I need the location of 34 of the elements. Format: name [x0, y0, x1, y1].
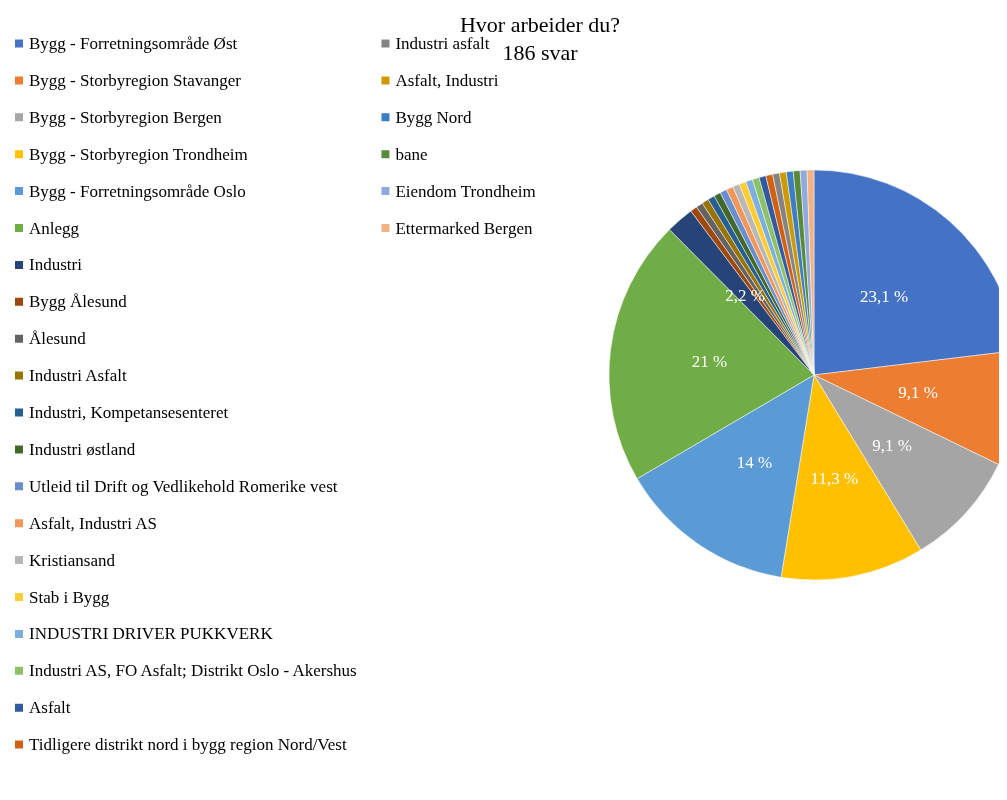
- legend-label: Industri AS, FO Asfalt; Distrikt Oslo - Akershus: [29, 661, 357, 681]
- data-label: 23,1 %: [859, 286, 909, 306]
- data-label: 9,1 %: [898, 382, 938, 402]
- legend-label: Anlegg: [29, 218, 80, 238]
- legend-label: Asfalt, Industri AS: [29, 513, 157, 533]
- legend-label: Bygg - Forretningsområde Øst: [29, 34, 238, 53]
- legend-label: Tidligere distrikt nord i bygg region Nord/Vest: [29, 735, 347, 755]
- legend-label: Asfalt: [29, 698, 71, 718]
- chart-subtitle: 186 svar: [502, 39, 579, 65]
- data-label: 21 %: [691, 351, 728, 371]
- legend-label: Bygg Ålesund: [29, 292, 128, 312]
- legend-label: Bygg - Storbyregion Stavanger: [29, 70, 242, 90]
- legend-label: Utleid til Drift og Vedlikehold Romerike vest: [29, 476, 338, 496]
- legend-label: Industri: [29, 255, 83, 275]
- legend-label: Industri Asfalt: [29, 366, 128, 386]
- data-label: 11,3 %: [810, 469, 859, 489]
- legend-label: Ålesund: [29, 329, 87, 349]
- data-label: 14 %: [736, 452, 773, 472]
- legend-label: Industri, Kompetansesenteret: [29, 403, 229, 422]
- data-label: 9,1 %: [872, 436, 912, 456]
- legend-label: Stab i Bygg: [29, 587, 110, 607]
- legend-label: Ettermarked Bergen: [395, 218, 533, 238]
- legend-label: Bygg Nord: [395, 107, 472, 127]
- legend-label: Industri østland: [29, 439, 136, 459]
- legend-label: Bygg - Storbyregion Trondheim: [29, 144, 248, 164]
- legend-label: Industri asfalt: [395, 34, 490, 53]
- legend-label: Bygg - Forretningsområde Oslo: [29, 181, 246, 201]
- legend-label: INDUSTRI DRIVER PUKKVERK: [29, 624, 274, 644]
- chart-title: Hvor arbeider du?: [459, 11, 621, 37]
- legend-label: Eiendom Trondheim: [395, 181, 536, 201]
- legend-label: Bygg - Storbyregion Bergen: [29, 107, 223, 127]
- legend-label: bane: [395, 144, 428, 164]
- legend-label: Asfalt, Industri: [395, 70, 499, 90]
- legend-label: Kristiansand: [29, 550, 116, 570]
